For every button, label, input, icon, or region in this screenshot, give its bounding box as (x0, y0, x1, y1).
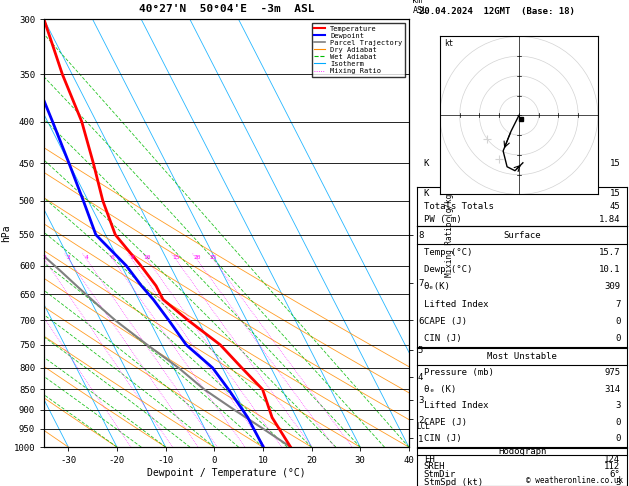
Text: 0: 0 (615, 334, 620, 343)
Text: EH: EH (424, 454, 435, 464)
Text: 25: 25 (210, 255, 218, 260)
Text: 10.1: 10.1 (599, 265, 620, 274)
Text: K: K (424, 189, 429, 198)
Legend: Temperature, Dewpoint, Parcel Trajectory, Dry Adiabat, Wet Adiabat, Isotherm, Mi: Temperature, Dewpoint, Parcel Trajectory… (311, 23, 405, 77)
Text: Mixing Ratio (g/kg): Mixing Ratio (g/kg) (445, 190, 454, 277)
Text: © weatheronline.co.uk: © weatheronline.co.uk (526, 476, 623, 485)
Text: Lifted Index: Lifted Index (424, 300, 488, 309)
Text: 309: 309 (604, 282, 620, 292)
Text: 124: 124 (604, 454, 620, 464)
Text: kt: kt (444, 39, 453, 48)
Text: Lifted Index: Lifted Index (424, 401, 488, 410)
Text: 15: 15 (610, 159, 620, 168)
Text: CIN (J): CIN (J) (424, 334, 461, 343)
Text: 15: 15 (172, 255, 180, 260)
Text: 7: 7 (615, 300, 620, 309)
Text: Surface: Surface (503, 231, 541, 240)
Text: 3: 3 (615, 478, 620, 486)
Text: θₑ(K): θₑ(K) (424, 282, 450, 292)
Text: 15: 15 (610, 189, 620, 198)
Text: StmDir: StmDir (424, 470, 456, 479)
Text: 3: 3 (67, 255, 71, 260)
Text: 0: 0 (615, 418, 620, 427)
Text: PW (cm): PW (cm) (424, 215, 461, 224)
Text: K: K (424, 159, 429, 168)
Text: Totals Totals: Totals Totals (424, 202, 494, 211)
Text: StmSpd (kt): StmSpd (kt) (424, 478, 483, 486)
Text: 10: 10 (143, 255, 151, 260)
Text: 20: 20 (193, 255, 201, 260)
Text: 0: 0 (615, 434, 620, 443)
Text: 3: 3 (615, 401, 620, 410)
Text: SREH: SREH (424, 462, 445, 471)
Text: θₑ (K): θₑ (K) (424, 385, 456, 394)
Text: 975: 975 (604, 368, 620, 377)
Text: Most Unstable: Most Unstable (487, 352, 557, 361)
Text: CIN (J): CIN (J) (424, 434, 461, 443)
Text: CAPE (J): CAPE (J) (424, 418, 467, 427)
Text: Dewp (°C): Dewp (°C) (424, 265, 472, 274)
Text: Pressure (mb): Pressure (mb) (424, 368, 494, 377)
Text: 45: 45 (610, 202, 620, 211)
Text: 112: 112 (604, 462, 620, 471)
Text: CAPE (J): CAPE (J) (424, 317, 467, 326)
Text: 314: 314 (604, 385, 620, 394)
Text: 20.04.2024  12GMT  (Base: 18): 20.04.2024 12GMT (Base: 18) (420, 7, 576, 17)
Text: Temp (°C): Temp (°C) (424, 248, 472, 257)
Text: Hodograph: Hodograph (498, 447, 546, 456)
Text: 4: 4 (85, 255, 89, 260)
Text: 0: 0 (615, 317, 620, 326)
Text: 40°27'N  50°04'E  -3m  ASL: 40°27'N 50°04'E -3m ASL (138, 4, 314, 14)
Y-axis label: hPa: hPa (1, 225, 11, 242)
Text: km
ASL: km ASL (413, 0, 428, 15)
Text: 8: 8 (130, 255, 134, 260)
Text: LCL: LCL (416, 422, 430, 431)
X-axis label: Dewpoint / Temperature (°C): Dewpoint / Temperature (°C) (147, 468, 306, 478)
Text: 6: 6 (111, 255, 115, 260)
Text: 2: 2 (43, 255, 47, 260)
Text: 6°: 6° (610, 470, 620, 479)
Text: 1.84: 1.84 (599, 215, 620, 224)
Text: 15.7: 15.7 (599, 248, 620, 257)
